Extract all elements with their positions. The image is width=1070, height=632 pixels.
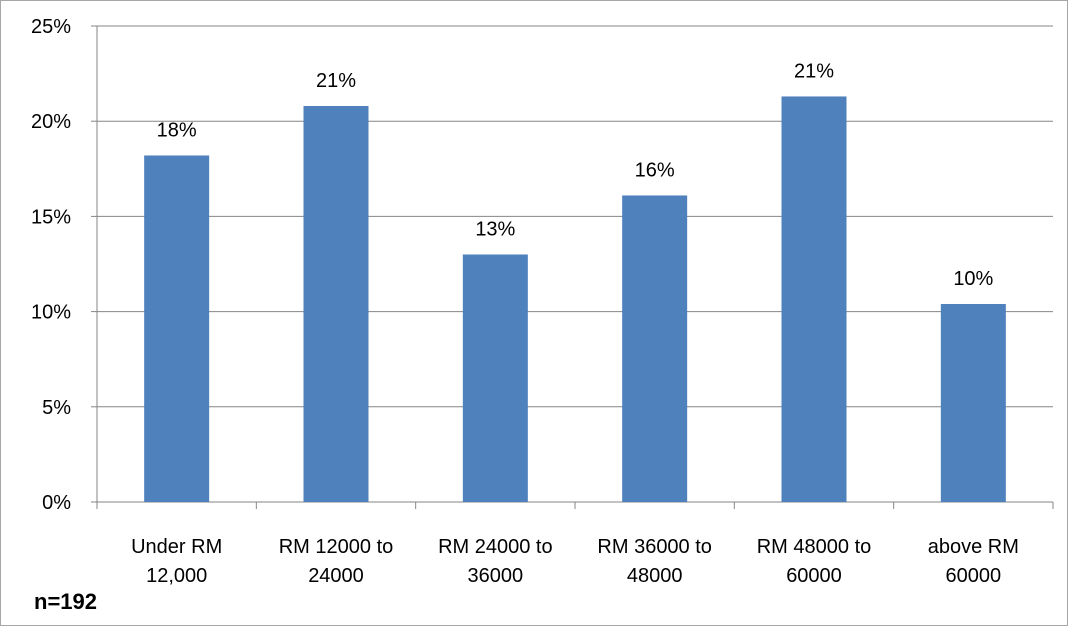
y-tick-label: 10%	[31, 302, 71, 324]
y-tick-label: 20%	[31, 111, 71, 133]
category-label: Under RM	[131, 536, 222, 558]
bars	[144, 96, 1006, 503]
bar	[940, 303, 1006, 502]
bar	[303, 105, 369, 502]
data-label: 13%	[475, 218, 515, 240]
data-label: 18%	[157, 119, 197, 141]
category-label: RM 48000 to	[757, 536, 872, 558]
bar	[622, 195, 688, 502]
y-tick-label: 5%	[42, 397, 71, 419]
category-label: 60000	[786, 565, 842, 587]
data-label: 21%	[794, 60, 834, 82]
bar	[781, 96, 847, 502]
category-labels: Under RM 12,000 RM 12000 to 24000 RM 24000 t…	[131, 536, 1019, 587]
category-label: RM 12000 to	[279, 536, 394, 558]
y-tick-labels: 0% 5% 10% 15% 20% 25%	[31, 16, 71, 514]
bar	[144, 155, 210, 503]
bar	[462, 254, 528, 502]
y-tick-label: 15%	[31, 206, 71, 228]
category-label: RM 36000 to	[597, 536, 712, 558]
data-label: 10%	[953, 268, 993, 290]
gridlines	[97, 25, 1053, 408]
category-label: above RM	[928, 536, 1019, 558]
y-tick-label: 25%	[31, 16, 71, 38]
sample-size-note: n=192	[34, 589, 97, 614]
category-label: 36000	[468, 565, 524, 587]
data-label: 16%	[635, 159, 675, 181]
category-label: 60000	[946, 565, 1002, 587]
category-label: 12,000	[146, 565, 207, 587]
category-label: RM 24000 to	[438, 536, 553, 558]
category-label: 48000	[627, 565, 683, 587]
y-tick-label: 0%	[42, 492, 71, 514]
axes	[91, 25, 1054, 509]
data-label: 21%	[316, 70, 356, 92]
data-labels: 18% 21% 13% 16% 21% 10%	[157, 60, 994, 290]
category-label: 24000	[308, 565, 364, 587]
